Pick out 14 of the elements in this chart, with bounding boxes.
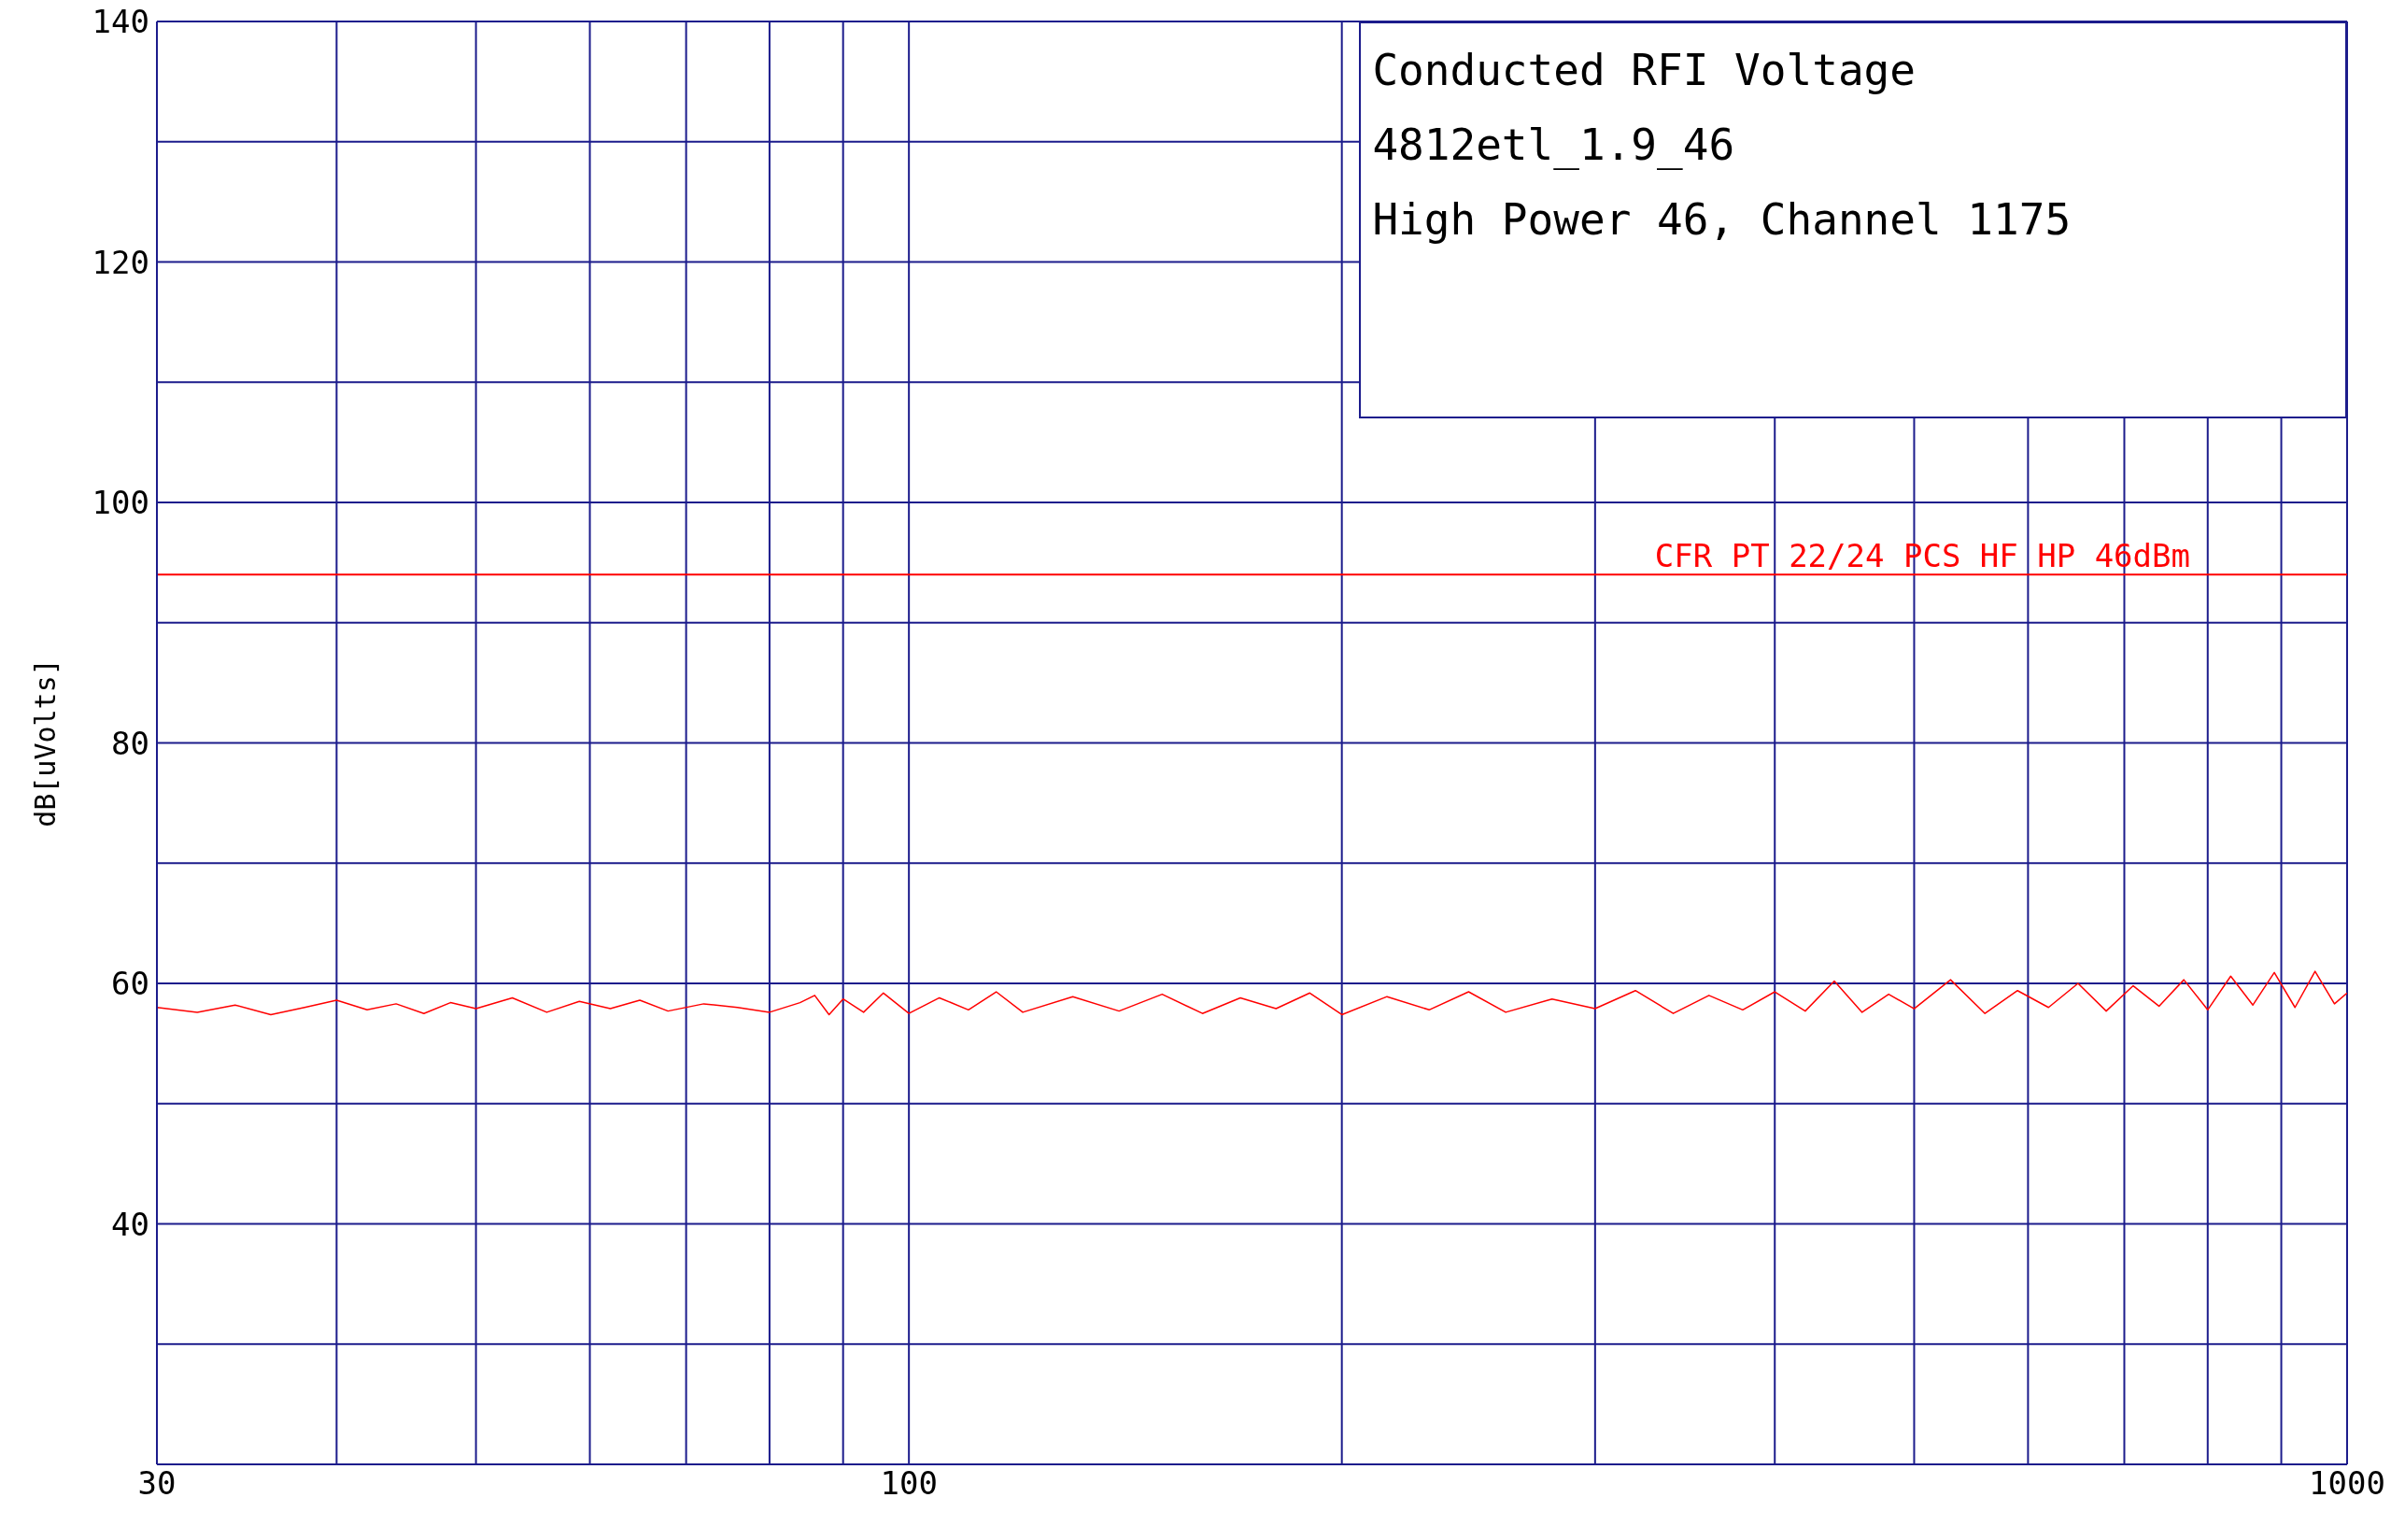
y-tick-label: 60 — [111, 965, 149, 1003]
x-tick-label: 30 — [137, 1464, 177, 1503]
annotation: High Power 46, Channel 1175 — [1372, 193, 2073, 247]
y-tick-label: 120 — [92, 243, 149, 281]
annotation: 4812etl_1.9_46 — [1372, 119, 1736, 172]
text-box: Conducted RFI Voltage 4812etl_1.9_46 High Power 46, Channel 1175 — [1359, 21, 2347, 418]
x-tick-label: 100 — [880, 1464, 938, 1503]
annotation: Conducted RFI Voltage — [1372, 44, 1917, 97]
y-tick-label: 80 — [111, 724, 149, 762]
y-axis-title: dB[uVolts] — [28, 658, 62, 827]
y-tick-label: 40 — [111, 1205, 149, 1243]
y-tick-label: 100 — [92, 484, 149, 522]
x-tick-label: 1000 — [2309, 1464, 2385, 1503]
y-tick-label: 140 — [92, 3, 149, 41]
